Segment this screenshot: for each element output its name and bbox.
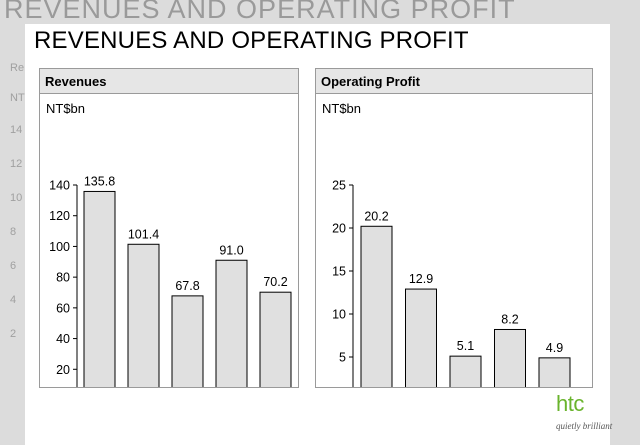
ghost-label: NT [10, 92, 25, 104]
slide: REVENUES AND OPERATING PROFIT Revenues N… [25, 24, 613, 445]
bar [127, 243, 160, 387]
operating-profit-unit-label: NT$bn [322, 101, 362, 116]
revenues-chart: 020406080100120140135.811Q3101.411Q467.8… [49, 174, 292, 387]
operating-profit-chart: 051015202520.211Q312.911Q45.112Q18.212Q2… [332, 179, 571, 387]
ghost-label: Re [10, 62, 25, 74]
y-tick-label: 25 [332, 179, 346, 193]
y-tick-label: 5 [339, 351, 346, 365]
bar [215, 259, 248, 387]
bar [171, 295, 204, 387]
y-tick-label: 20 [56, 363, 70, 377]
ghost-label: 2 [10, 328, 17, 340]
ghost-label: 10 [10, 192, 23, 204]
bar [405, 288, 437, 387]
bar [83, 190, 116, 387]
bar [360, 225, 393, 387]
y-tick-label: 60 [56, 301, 70, 315]
y-tick-label: 40 [56, 332, 70, 346]
bar-value-label: 70.2 [263, 275, 287, 289]
y-tick-label: 10 [332, 308, 346, 322]
revenues-unit-label: NT$bn [46, 101, 86, 116]
bar-value-label: 5.1 [457, 339, 474, 353]
bar-value-label: 12.9 [409, 272, 433, 286]
bar-value-label: 20.2 [364, 209, 388, 223]
htc-tagline: quietly brilliant [556, 421, 613, 431]
ghost-label: 14 [10, 124, 23, 136]
htc-logo-text: htc [556, 391, 584, 416]
slide-title: REVENUES AND OPERATING PROFIT [34, 27, 469, 54]
y-tick-label: 80 [56, 271, 70, 285]
bar-value-label: 101.4 [128, 227, 159, 241]
bar [259, 291, 292, 387]
ghost-label: 6 [10, 260, 17, 272]
ghost-label: 4 [10, 294, 17, 306]
operating-profit-panel: Operating Profit NT$bn 051015202520.211Q… [315, 68, 593, 388]
bar-value-label: 135.8 [84, 174, 115, 188]
revenues-panel-title: Revenues [40, 69, 298, 94]
ghost-title: REVENUES AND OPERATING PROFIT [4, 0, 516, 24]
bar [538, 357, 571, 387]
ghost-label: 12 [10, 158, 23, 170]
y-tick-label: 20 [332, 222, 346, 236]
y-tick-label: 120 [49, 209, 70, 223]
y-tick-label: 140 [49, 179, 70, 193]
revenues-panel: Revenues NT$bn 020406080100120140135.811… [39, 68, 299, 388]
operating-profit-panel-title: Operating Profit [316, 69, 592, 94]
y-tick-label: 100 [49, 240, 70, 254]
bar-value-label: 91.0 [219, 243, 243, 257]
bar [494, 328, 526, 387]
bar [449, 355, 482, 387]
htc-logo: htc quietly brilliant [550, 391, 613, 439]
ghost-label: 8 [10, 226, 17, 238]
y-tick-label: 15 [332, 265, 346, 279]
bar-value-label: 67.8 [175, 279, 199, 293]
bar-value-label: 8.2 [501, 312, 518, 326]
bar-value-label: 4.9 [546, 341, 563, 355]
